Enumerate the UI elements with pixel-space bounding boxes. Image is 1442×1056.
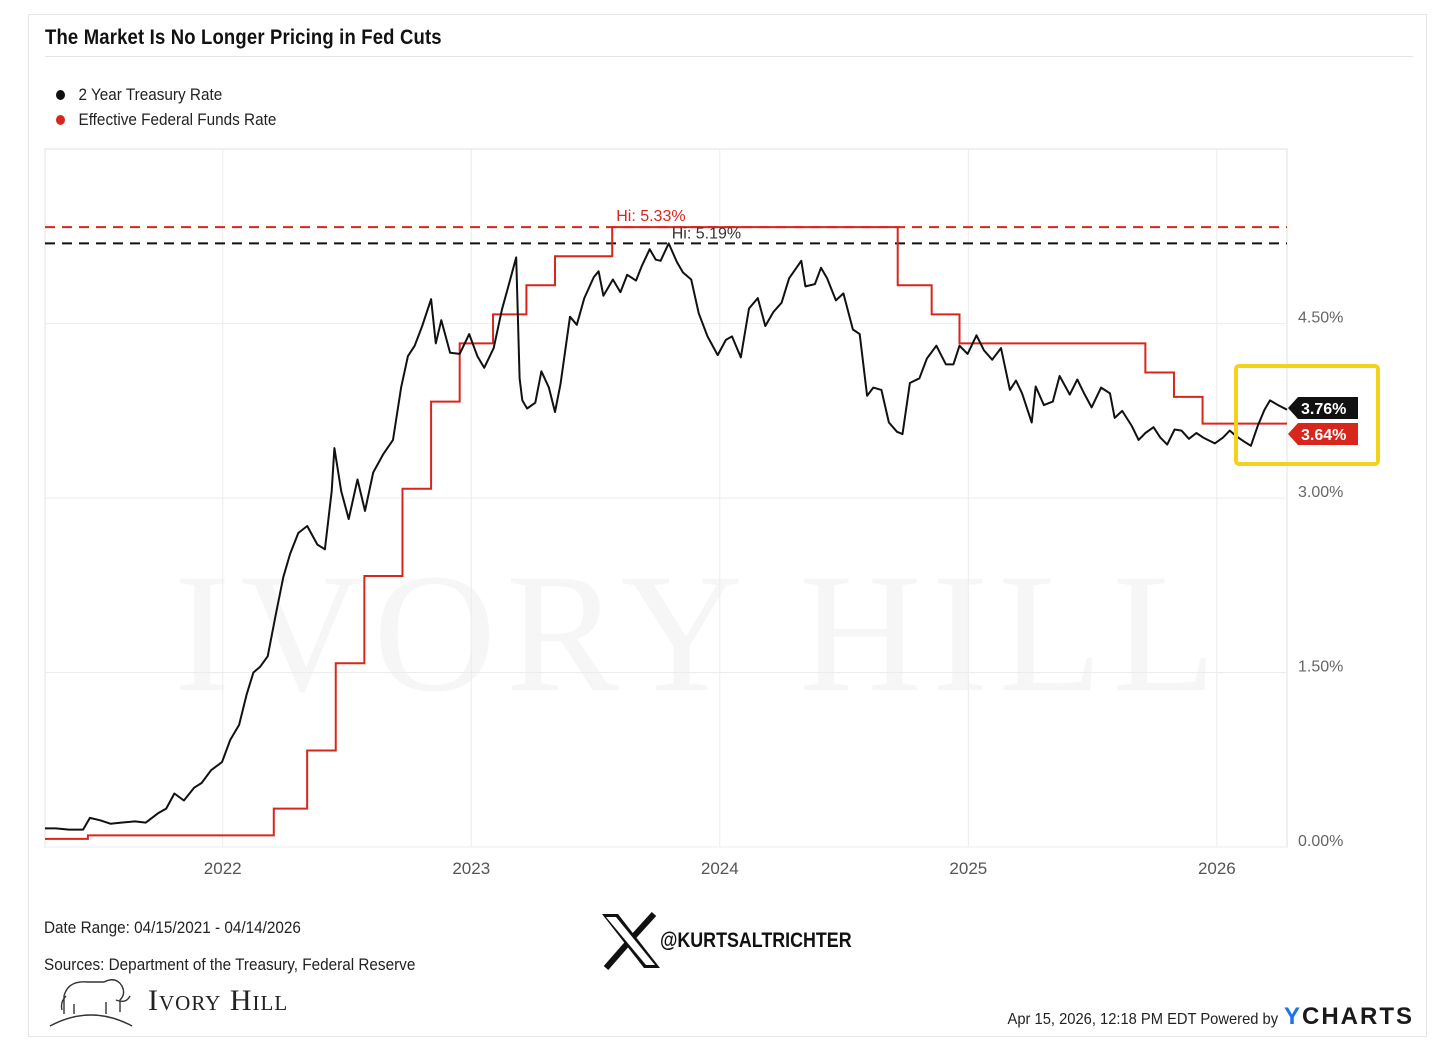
chart-title: The Market Is No Longer Pricing in Fed C… xyxy=(45,26,442,49)
y-tick-label: 1.50% xyxy=(1298,659,1343,676)
fed-funds-last-value-tag xyxy=(1288,423,1358,445)
legend-label: 2 Year Treasury Rate xyxy=(78,85,223,104)
treasury-last-value-tag xyxy=(1288,397,1358,419)
treasury-last-value-tag-text: 3.76% xyxy=(1301,401,1346,418)
y-tick-label: 3.00% xyxy=(1298,484,1343,501)
brand-name: Ivory Hill xyxy=(148,984,289,1017)
fed-funds-last-value-tag-text: 3.64% xyxy=(1301,427,1346,444)
legend-dot-icon xyxy=(56,90,65,100)
x-tick-label: 2026 xyxy=(1198,859,1236,878)
legend-label: Effective Federal Funds Rate xyxy=(78,110,277,129)
treasury-high-label: Hi: 5.19% xyxy=(672,225,741,242)
title-divider xyxy=(45,56,1413,57)
date-range: Date Range: 04/15/2021 - 04/14/2026 xyxy=(44,918,301,937)
sources: Sources: Department of the Treasury, Fed… xyxy=(44,955,416,974)
fed-funds-high-label: Hi: 5.33% xyxy=(616,208,685,225)
social-handle-text: @KURTSALTRICHTER xyxy=(660,929,852,952)
y-tick-label: 0.00% xyxy=(1298,833,1343,850)
x-tick-label: 2023 xyxy=(452,859,490,878)
x-tick-label: 2025 xyxy=(949,859,987,878)
ycharts-logo[interactable]: YCHARTS xyxy=(1283,1003,1414,1030)
y-tick-label: 4.50% xyxy=(1298,310,1343,327)
legend-item-treasury[interactable]: 2 Year Treasury Rate xyxy=(56,85,222,105)
elephant-logo-icon xyxy=(49,979,133,1027)
timestamp: Apr 15, 2026, 12:18 PM EDT Powered by xyxy=(1007,1011,1278,1028)
chart-card xyxy=(28,14,1427,1037)
legend-dot-icon xyxy=(56,115,65,125)
fed-funds-series-line xyxy=(45,226,1287,840)
legend-item-fed-funds[interactable]: Effective Federal Funds Rate xyxy=(56,110,276,130)
treasury-series-line xyxy=(45,242,1288,831)
highlight-box xyxy=(1234,364,1380,466)
watermark: IVORY HILL xyxy=(174,539,1226,727)
x-tick-label: 2024 xyxy=(701,859,739,878)
powered-by: Apr 15, 2026, 12:18 PM EDT Powered by YC… xyxy=(984,1003,1414,1031)
x-logo-icon xyxy=(602,912,660,970)
x-tick-label: 2022 xyxy=(204,859,242,878)
social-handle[interactable]: @KURTSALTRICHTER xyxy=(600,912,885,970)
